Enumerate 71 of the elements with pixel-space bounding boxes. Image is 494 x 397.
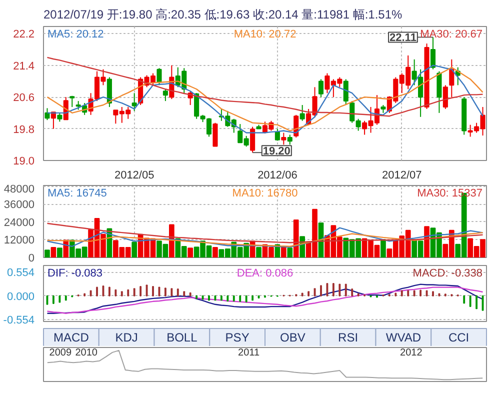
bar	[44, 250, 50, 258]
annotation: 22.11	[390, 32, 416, 44]
text: RSI	[338, 330, 358, 344]
candlestick	[162, 88, 168, 102]
candlestick	[156, 68, 162, 86]
bar	[424, 226, 430, 258]
y-tick-label: -0.554	[3, 314, 35, 327]
y-tick-label: 48000	[4, 184, 35, 196]
bar	[293, 219, 299, 258]
candlestick	[250, 126, 256, 154]
candlestick	[106, 76, 112, 108]
candlestick	[436, 70, 442, 114]
line-series	[46, 227, 484, 248]
y-tick-label: 0.554	[6, 267, 35, 280]
candlestick	[442, 84, 448, 110]
candlestick	[318, 78, 324, 98]
y-tick-label: 12000	[4, 234, 35, 247]
candlestick	[281, 132, 286, 146]
text: BOLL	[166, 330, 198, 344]
x-tick-label: 2012/06	[258, 170, 298, 182]
candlestick	[212, 122, 218, 147]
series-label: MACD: -0.338	[412, 268, 483, 280]
chart-title: 2012/07/19 开:19.80 高:20.35 低:19.63 收:20.14 量:11981 幅:1.51%	[44, 8, 403, 22]
x-tick-label: 2012	[400, 348, 423, 358]
text: MA30: 20.67	[420, 28, 482, 40]
y-tick-label: 19.0	[13, 156, 35, 168]
line-series	[46, 222, 484, 244]
y-tick-label: 0	[28, 252, 35, 264]
text: MA10: 20.72	[234, 28, 296, 40]
y-tick-label: 24000	[4, 216, 35, 229]
bar	[287, 248, 293, 258]
y-tick-label: 22.2	[13, 28, 35, 41]
y-tick-label: 19.8	[13, 124, 35, 136]
candlestick	[132, 92, 137, 112]
y-tick-label: 21.4	[13, 60, 35, 72]
candlestick	[343, 78, 348, 106]
text: PSY	[225, 330, 250, 344]
bar	[212, 247, 218, 258]
text: OBV	[280, 330, 306, 344]
annotation: 19.20	[262, 146, 290, 158]
line-series	[46, 232, 484, 247]
x-tick-label: 2012/07	[382, 170, 422, 182]
bar	[280, 246, 286, 258]
text: MA30: 15337	[417, 188, 482, 200]
text: CCI	[448, 330, 470, 344]
text: DIF: -0.083	[48, 268, 103, 280]
bar	[50, 247, 56, 258]
text: MA5: 20.12	[48, 28, 104, 40]
bar	[188, 248, 194, 258]
candlestick	[44, 108, 50, 121]
bar	[256, 247, 262, 258]
x-tick-label: 2010	[75, 348, 98, 358]
text: KDJ	[115, 330, 138, 344]
y-tick-label: 20.6	[13, 92, 35, 104]
text: MA5: 16745	[48, 188, 107, 200]
candlestick	[449, 58, 454, 98]
candlestick	[430, 36, 436, 70]
bar	[380, 239, 386, 258]
candlestick	[300, 104, 305, 122]
text: MA10: 16780	[232, 188, 298, 200]
x-tick-label: 2011	[238, 348, 260, 358]
candlestick	[287, 134, 292, 146]
y-tick-label: 0.000	[6, 290, 35, 303]
text: DEA: 0.086	[236, 268, 294, 280]
bar	[57, 248, 62, 258]
bar	[132, 242, 138, 258]
x-tick-label: 2009	[49, 348, 72, 358]
text: MACD	[54, 330, 90, 344]
y-tick-label: 36000	[4, 199, 35, 212]
x-tick-label: 2012/05	[114, 170, 154, 182]
text: WVAD	[386, 330, 422, 344]
